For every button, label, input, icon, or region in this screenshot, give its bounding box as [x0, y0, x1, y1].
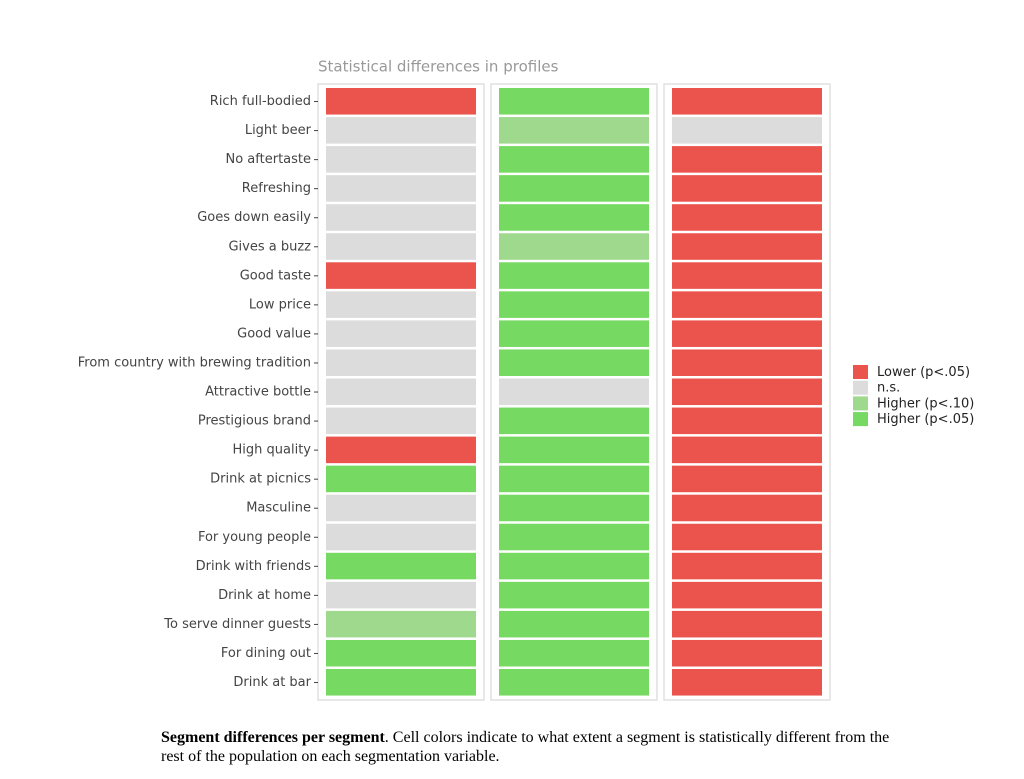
cell — [499, 88, 649, 115]
y-tick-label: Masculine — [246, 501, 311, 516]
y-tick-label: Prestigious brand — [198, 414, 311, 429]
cell — [326, 117, 476, 144]
cell — [326, 407, 476, 435]
cell — [672, 320, 822, 347]
legend-swatch — [853, 412, 868, 427]
cell — [672, 639, 822, 667]
cell — [499, 669, 649, 696]
cell — [499, 175, 649, 202]
cell — [499, 639, 649, 667]
cell — [499, 465, 649, 493]
cell — [672, 88, 822, 115]
cell — [326, 262, 476, 289]
cell — [326, 581, 476, 609]
cell — [326, 610, 476, 638]
cell — [326, 146, 476, 173]
cell — [326, 320, 476, 347]
y-tick-label: Goes down easily — [197, 210, 311, 225]
cell — [326, 552, 476, 580]
y-tick-label: Attractive bottle — [205, 385, 311, 400]
cell — [672, 146, 822, 173]
y-tick-label: From country with brewing tradition — [78, 355, 311, 370]
cell — [499, 378, 649, 406]
y-tick-label: Drink at bar — [233, 675, 311, 690]
legend-label: Higher (p<.05) — [877, 412, 974, 427]
cell — [672, 233, 822, 260]
cell — [672, 175, 822, 202]
y-tick-label: Good value — [237, 326, 311, 341]
cell — [499, 436, 649, 464]
cell — [499, 407, 649, 435]
cell — [672, 552, 822, 580]
y-tick-label: Rich full-bodied — [210, 94, 311, 109]
cell — [326, 436, 476, 464]
cell — [499, 204, 649, 231]
cell — [499, 262, 649, 289]
cell — [326, 291, 476, 318]
legend-label: Lower (p<.05) — [877, 365, 970, 380]
legend-label: n.s. — [877, 381, 900, 396]
cell — [326, 233, 476, 260]
y-tick-label: Drink at home — [218, 588, 311, 603]
cell — [499, 146, 649, 173]
cell — [672, 407, 822, 435]
cell — [672, 204, 822, 231]
cell — [499, 552, 649, 580]
cell — [326, 88, 476, 115]
cell — [672, 291, 822, 318]
cell — [672, 669, 822, 696]
y-tick-label: No aftertaste — [226, 152, 312, 167]
legend-swatch — [853, 380, 868, 395]
cell — [499, 349, 649, 376]
cell — [672, 523, 822, 551]
cell — [499, 291, 649, 318]
y-tick-label: Drink with friends — [196, 559, 312, 574]
cell — [326, 204, 476, 231]
cell — [672, 581, 822, 609]
cell — [326, 465, 476, 493]
y-tick-label: Light beer — [245, 123, 312, 138]
y-tick-label: High quality — [233, 443, 312, 458]
legend-swatch — [853, 365, 868, 379]
cell — [326, 669, 476, 696]
y-tick-label: For dining out — [221, 646, 311, 661]
cell — [672, 378, 822, 406]
chart: Statistical differences in profiles Rich… — [78, 58, 974, 701]
cell — [326, 494, 476, 522]
cell — [672, 117, 822, 144]
y-tick-label: Drink at picnics — [210, 472, 311, 487]
caption-bold: Segment differences per segment — [161, 729, 385, 746]
cell — [499, 320, 649, 347]
cell — [499, 581, 649, 609]
cell — [326, 523, 476, 551]
cell — [499, 494, 649, 522]
y-tick-label: For young people — [198, 530, 311, 545]
legend-swatch — [853, 396, 868, 411]
caption-text: . Cell colors indicate to what extent a … — [161, 729, 890, 765]
cell — [499, 610, 649, 638]
cell — [672, 610, 822, 638]
legend-label: Higher (p<.10) — [877, 396, 974, 411]
y-tick-label: Low price — [249, 297, 311, 312]
cell — [672, 349, 822, 376]
y-tick-label: To serve dinner guests — [163, 617, 311, 632]
caption: Segment differences per segment. Cell co… — [161, 728, 906, 766]
cell — [326, 378, 476, 406]
chart-title: Statistical differences in profiles — [318, 58, 559, 76]
cell — [672, 465, 822, 493]
cell — [672, 494, 822, 522]
y-tick-label: Gives a buzz — [228, 239, 311, 254]
y-tick-label: Good taste — [240, 268, 311, 283]
cell — [672, 436, 822, 464]
cell — [326, 349, 476, 376]
cell — [499, 233, 649, 260]
cell — [326, 639, 476, 667]
cell — [499, 523, 649, 551]
cell — [499, 117, 649, 144]
y-tick-label: Refreshing — [242, 181, 311, 196]
cell — [672, 262, 822, 289]
cell — [326, 175, 476, 202]
